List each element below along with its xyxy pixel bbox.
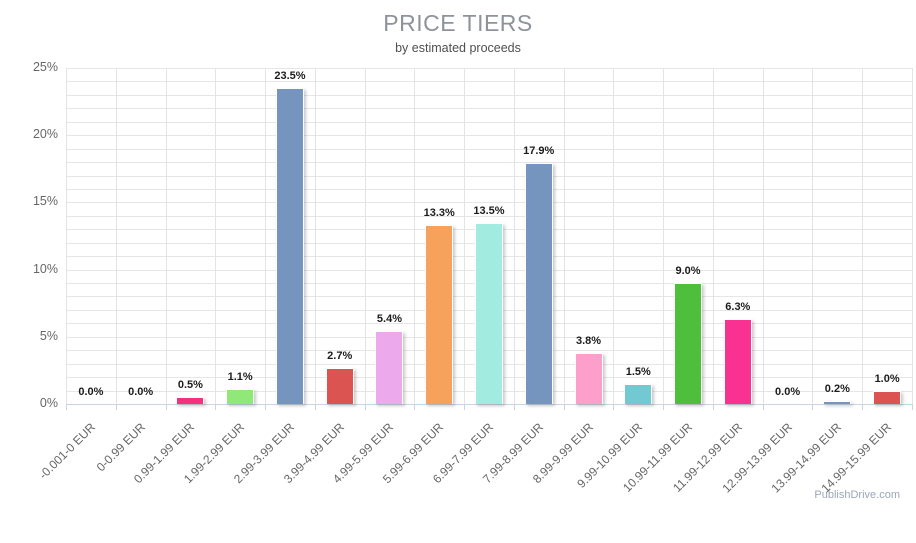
bar-value-label: 0.0% [775, 386, 801, 398]
bar-value-label: 13.5% [473, 204, 505, 217]
bar-value-label: 0.2% [824, 383, 850, 396]
horizontal-gridline [66, 108, 912, 110]
bar-4.99-5.99 EUR[interactable] [375, 331, 404, 404]
bar-13.99-14.99 EUR[interactable] [823, 401, 852, 404]
horizontal-gridline [66, 175, 912, 177]
y-axis-label: 15% [32, 194, 58, 209]
bar-7.99-8.99 EUR[interactable] [524, 163, 553, 404]
bar-0.99-1.99 EUR[interactable] [176, 397, 205, 404]
bar-8.99-9.99 EUR[interactable] [574, 352, 603, 404]
bar-value-label: 1.1% [227, 371, 253, 384]
y-axis-label: 5% [39, 328, 58, 343]
vertical-gridline [165, 68, 167, 404]
x-axis-tick [66, 404, 67, 410]
x-axis-tick [115, 404, 117, 410]
horizontal-gridline [66, 68, 912, 69]
x-axis-tick [513, 404, 515, 410]
horizontal-gridline [66, 215, 912, 217]
horizontal-gridline [66, 162, 912, 164]
bar-3.99-4.99 EUR[interactable] [325, 367, 354, 404]
bar-9.99-10.99 EUR[interactable] [624, 383, 653, 404]
bar-value-label: 1.5% [625, 365, 651, 378]
bar-value-label: 0.0% [78, 386, 104, 398]
x-axis-tick [613, 404, 615, 410]
x-axis-tick [712, 404, 714, 410]
vertical-gridline [663, 68, 665, 404]
vertical-gridline [862, 68, 864, 404]
vertical-gridline [712, 68, 714, 404]
bar-value-label: 0.0% [128, 386, 154, 398]
vertical-gridline [563, 68, 565, 404]
x-axis-line [66, 404, 912, 405]
bar-14.99-15.99 EUR[interactable] [873, 390, 902, 404]
bar-value-label: 17.9% [523, 145, 555, 158]
bar-value-label: 1.0% [874, 372, 900, 385]
bar-value-label: 0.5% [177, 379, 203, 392]
horizontal-gridline [66, 121, 912, 123]
vertical-gridline [762, 68, 764, 404]
bar-11.99-12.99 EUR[interactable] [723, 319, 752, 404]
vertical-gridline [265, 68, 267, 404]
vertical-gridline [414, 68, 416, 404]
x-axis-tick [314, 404, 316, 410]
watermark-text: PublishDrive.com [814, 489, 900, 501]
vertical-gridline [513, 68, 515, 404]
y-axis-label: 20% [32, 127, 58, 142]
x-axis-tick [464, 404, 466, 410]
x-axis-tick [265, 404, 267, 410]
x-axis-tick [762, 404, 764, 410]
bar-value-label: 2.7% [327, 349, 353, 362]
horizontal-gridline [66, 202, 912, 204]
bar-value-label: 3.8% [575, 334, 602, 347]
y-axis-label: 0% [39, 396, 58, 410]
bar-6.99-7.99 EUR[interactable] [475, 222, 503, 404]
vertical-gridline [613, 68, 615, 404]
horizontal-gridline [66, 148, 912, 150]
vertical-gridline [464, 68, 466, 404]
horizontal-gridline [66, 135, 912, 137]
vertical-gridline [215, 68, 217, 404]
vertical-gridline [812, 68, 814, 404]
x-axis-tick [215, 404, 217, 410]
x-axis-tick [563, 404, 565, 410]
chart-subtitle: by estimated proceeds [395, 41, 521, 55]
bar-value-label: 9.0% [675, 265, 701, 278]
y-axis-label: 25% [32, 60, 58, 74]
bar-value-label: 5.4% [376, 313, 402, 326]
vertical-gridline [314, 68, 316, 404]
x-axis-tick [812, 404, 814, 410]
bar-10.99-11.99 EUR[interactable] [674, 283, 703, 404]
x-axis-tick [364, 404, 366, 410]
x-axis-tick [912, 404, 913, 410]
bar-2.99-3.99 EUR[interactable] [275, 88, 304, 404]
vertical-gridline [912, 68, 913, 404]
bar-1.99-2.99 EUR[interactable] [226, 389, 255, 404]
chart-title: PRICE TIERS [383, 10, 533, 36]
vertical-gridline [115, 68, 117, 404]
x-axis-tick [663, 404, 665, 410]
horizontal-gridline [66, 188, 912, 190]
bar-5.99-6.99 EUR[interactable] [425, 225, 454, 404]
bar-value-label: 6.3% [725, 301, 751, 314]
plot-area: 0.0% 0.0% 0.5% 1.1% 23.5% 2.7% 5.4% 13.3% 13.5% 1… [66, 68, 913, 410]
bar-value-label: 23.5% [274, 70, 306, 83]
vertical-gridline [364, 68, 366, 404]
x-axis-tick [165, 404, 167, 410]
x-axis-tick [862, 404, 864, 410]
y-axis-label: 10% [32, 261, 58, 276]
bar-value-label: 13.3% [423, 207, 455, 220]
price-tiers-chart: PRICE TIERS by estimated proceeds 0.0% 0.… [32, 10, 913, 501]
horizontal-gridline [66, 81, 912, 83]
horizontal-gridline [66, 94, 912, 96]
vertical-gridline [66, 68, 67, 404]
x-axis-tick [414, 404, 416, 410]
